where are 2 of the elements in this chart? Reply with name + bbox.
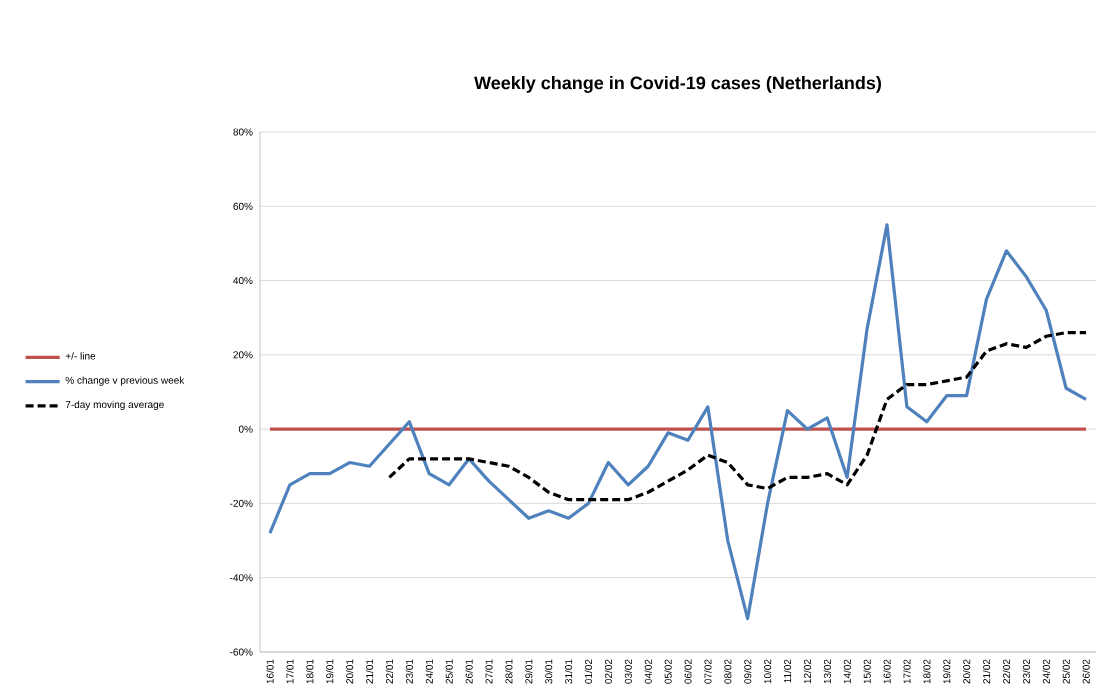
chart-title: Weekly change in Covid-19 cases (Netherlands) — [474, 76, 881, 93]
line-series — [268, 223, 1088, 621]
